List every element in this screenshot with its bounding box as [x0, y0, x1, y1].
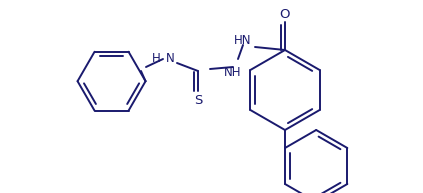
Text: H: H [152, 52, 161, 65]
Text: O: O [280, 8, 290, 21]
Text: N: N [166, 52, 175, 65]
Text: NH: NH [224, 65, 242, 79]
Text: HN: HN [234, 34, 252, 47]
Text: S: S [194, 95, 202, 108]
